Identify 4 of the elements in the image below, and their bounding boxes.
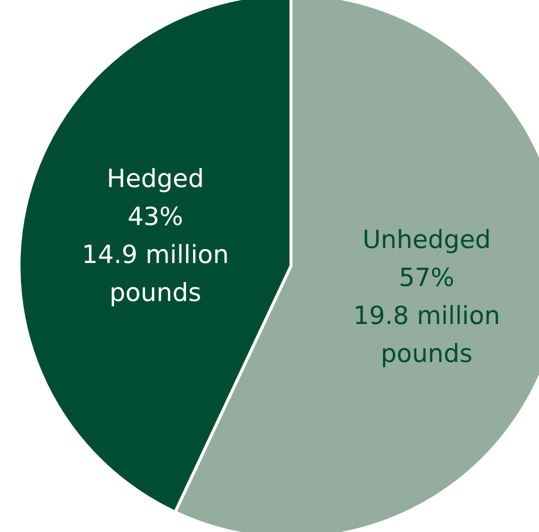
slice-label: Unhedged xyxy=(362,224,491,254)
slice-label: Hedged xyxy=(106,164,204,194)
data-label: 57% 19.8 million pounds xyxy=(353,262,500,368)
data-label: 43% 14.9 million pounds xyxy=(82,202,229,308)
